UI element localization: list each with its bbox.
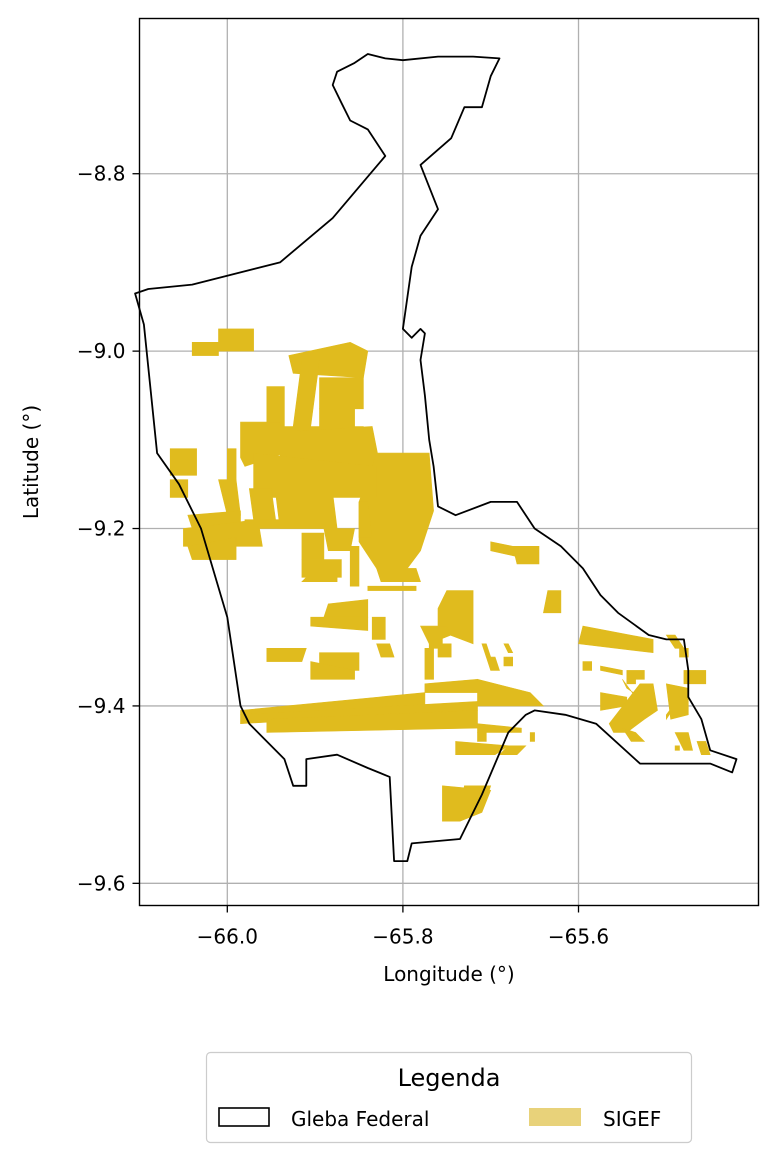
sigef-parcel — [253, 452, 377, 498]
legend-gleba-label: Gleba Federal — [291, 1107, 429, 1131]
sigef-parcel — [310, 661, 355, 680]
sigef-parcel — [626, 678, 636, 685]
x-tick-label-1: −65.8 — [372, 925, 433, 949]
sigef-parcel — [244, 519, 325, 529]
sigef-parcel — [529, 732, 535, 742]
sigef-parcel — [674, 745, 680, 751]
sigef-parcel — [696, 741, 711, 756]
y-tick-label-2: −9.2 — [77, 517, 126, 541]
sigef-parcel — [477, 732, 487, 742]
sigef-parcel — [169, 448, 197, 476]
sigef-parcel — [674, 732, 693, 751]
sigef-parcel — [512, 545, 540, 565]
sigef-parcel — [665, 692, 685, 721]
sigef-parcel — [367, 585, 417, 591]
sigef-parcel — [498, 745, 527, 756]
legend-gleba-swatch — [218, 1107, 270, 1127]
sigef-parcel — [424, 647, 434, 680]
sigef-parcel — [187, 537, 237, 560]
x-axis-title: Longitude (°) — [383, 962, 514, 986]
sigef-parcel — [485, 656, 500, 671]
sigef-parcel — [218, 328, 254, 352]
sigef-parcel — [683, 670, 707, 685]
sigef-parcel — [621, 727, 646, 742]
sigef-parcel — [477, 678, 545, 707]
sigef-parcel — [578, 625, 654, 654]
sigef-parcel — [543, 590, 562, 614]
sigef-parcel — [371, 616, 386, 640]
sigef-parcel — [600, 665, 623, 676]
x-tick-label-0: −66.0 — [197, 925, 258, 949]
sigef-parcel — [349, 545, 360, 587]
axis-ticks: −66.0 −65.8 −65.6 −8.8 −9.0 −9.2 −9.4 −9.6 — [77, 162, 609, 949]
legend: Legenda Gleba Federal SIGEF — [205, 1051, 693, 1144]
sigef-parcel — [301, 532, 325, 560]
sigef-parcel — [582, 661, 593, 671]
sigef-parcel — [503, 656, 514, 667]
sigef-parcel — [266, 647, 307, 662]
y-axis-title: Latitude (°) — [19, 405, 43, 519]
sigef-parcels — [169, 328, 711, 822]
sigef-parcel — [310, 616, 369, 631]
gleba-federal-outline — [134, 53, 738, 862]
sigef-parcel — [376, 568, 421, 583]
sigef-parcel — [437, 643, 452, 658]
sigef-parcel — [319, 377, 364, 410]
x-tick-label-2: −65.6 — [548, 925, 609, 949]
plot-frame — [138, 17, 760, 907]
sigef-parcel — [301, 576, 338, 583]
legend-sigef-swatch — [529, 1108, 581, 1126]
sigef-parcel — [183, 519, 263, 547]
y-tick-label-0: −8.8 — [77, 162, 126, 186]
y-tick-label-3: −9.4 — [77, 694, 126, 718]
y-tick-label-1: −9.0 — [77, 339, 126, 363]
sigef-parcel — [319, 408, 355, 427]
sigef-parcel — [455, 741, 510, 756]
sigef-parcel — [301, 559, 342, 578]
sigef-parcel — [191, 341, 219, 356]
legend-sigef-label: SIGEF — [603, 1107, 661, 1131]
sigef-parcel — [358, 501, 373, 538]
sigef-parcel — [608, 683, 658, 733]
sigef-parcel — [626, 670, 645, 680]
gleba-federal-boundary — [134, 53, 738, 862]
sigef-parcel — [227, 448, 237, 481]
sigef-parcel — [248, 488, 276, 521]
y-tick-label-4: −9.6 — [77, 871, 126, 895]
sigef-parcel — [503, 643, 514, 654]
legend-title: Legenda — [398, 1064, 501, 1092]
sigef-parcel — [376, 643, 395, 658]
